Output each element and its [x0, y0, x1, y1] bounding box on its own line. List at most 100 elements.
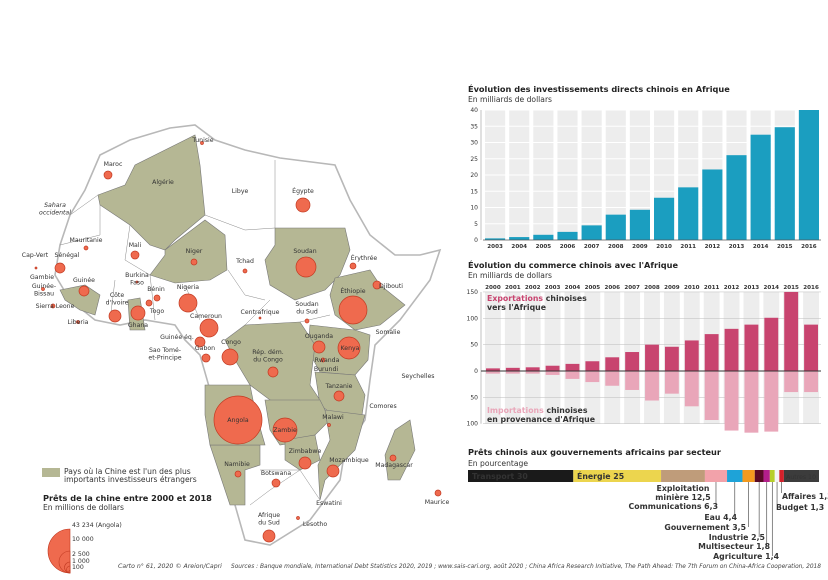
country-label: Lesotho — [303, 521, 328, 528]
imports-legend-text: chinoises — [544, 406, 588, 415]
x-tick-label: 2002 — [525, 285, 541, 291]
x-tick-label: 2001 — [505, 285, 521, 291]
country-label: Soudan — [293, 248, 316, 255]
import-bar — [804, 371, 818, 393]
export-bar — [585, 361, 600, 371]
stripe — [564, 291, 581, 424]
loan-circle — [135, 280, 139, 284]
imports-legend: Importations chinoises — [487, 406, 588, 415]
sector-label: Budget 1,3 — [776, 503, 824, 512]
sector-segment — [573, 470, 662, 482]
import-bar — [505, 371, 520, 374]
export-bar — [804, 324, 818, 371]
country-label: Burkina — [125, 272, 149, 279]
x-tick-label: 2010 — [684, 285, 700, 291]
country-label: du Congo — [253, 357, 283, 364]
bar — [654, 197, 675, 240]
country-label: Afrique — [258, 512, 280, 519]
country-label: Congo — [221, 339, 241, 346]
china-major-investor-country — [317, 409, 366, 501]
export-bar — [505, 367, 520, 371]
country-label: du Sud — [258, 520, 280, 527]
loan-circle — [326, 464, 340, 478]
country-label: Tchad — [235, 258, 254, 265]
x-tick-label: 2008 — [644, 285, 660, 291]
imports-legend-text: en provenance d'Afrique — [487, 415, 595, 424]
chart-title: Prêts chinois aux gouvernements africain… — [468, 447, 722, 457]
sector-segment — [754, 470, 764, 482]
import-bar — [525, 371, 540, 374]
loan-circle — [78, 285, 90, 297]
country-label: Comores — [369, 403, 396, 410]
country-label: Mozambique — [329, 457, 369, 464]
loan-circle — [190, 258, 198, 266]
sector-label: Autres 10 — [786, 474, 816, 481]
export-bar — [684, 340, 699, 371]
loan-circle — [145, 299, 153, 307]
x-tick-label: 2010 — [656, 244, 672, 250]
exports-legend-text: vers l'Afrique — [487, 303, 546, 312]
country-label: Rép. dém. — [252, 348, 283, 356]
credit-line: Carto n° 61, 2020 © Areion/Capri — [118, 562, 222, 570]
x-tick-label: 2003 — [487, 244, 503, 250]
loan-circle — [54, 262, 66, 274]
country-label: Togo — [149, 308, 164, 315]
y-tick-label: 0 — [474, 237, 478, 244]
bar — [702, 169, 723, 240]
country-label: Libye — [232, 188, 249, 195]
country-label: Angola — [227, 417, 249, 424]
country-label: Côte — [110, 291, 125, 299]
bar — [581, 225, 602, 240]
x-tick-label: 2012 — [724, 285, 740, 291]
loan-circle — [234, 470, 242, 478]
china-major-investor-country — [149, 219, 228, 284]
country-label: Guinée- — [32, 282, 56, 290]
loan-circle — [50, 303, 56, 309]
export-bar — [724, 328, 739, 371]
x-tick-label: 2005 — [585, 285, 601, 291]
bar — [605, 214, 626, 240]
bar — [678, 187, 699, 240]
country-label: Nigeria — [177, 284, 199, 291]
y-tick-label: 20 — [470, 172, 478, 179]
chart-subtitle: En milliards de dollars — [468, 95, 552, 104]
china-major-investor-country — [384, 419, 416, 481]
x-tick-label: 2016 — [803, 285, 819, 291]
export-bar — [744, 324, 759, 371]
country-label: Gambie — [30, 274, 54, 281]
country-label: Tunisie — [191, 137, 213, 144]
x-tick-label: 2003 — [545, 285, 561, 291]
y-tick-label: 30 — [470, 140, 478, 147]
sector-segment — [769, 470, 775, 482]
country-label: Faso — [130, 280, 144, 287]
trade-chart: Évolution du commerce chinois avec l'Afr… — [467, 259, 821, 433]
exports-legend-text: chinoises — [543, 294, 587, 303]
x-tick-label: 2015 — [777, 244, 793, 250]
loan-circle — [76, 320, 80, 324]
country-label: et-Principe — [148, 355, 181, 362]
x-tick-label: 2000 — [485, 285, 501, 291]
country-label: Eswatini — [316, 500, 342, 507]
x-tick-label: 2012 — [705, 244, 721, 250]
y-tick-label: 5 — [474, 221, 478, 228]
loan-circle — [201, 353, 211, 363]
export-bar — [565, 363, 580, 371]
loan-circle — [262, 529, 276, 543]
loan-circle — [213, 395, 263, 445]
loan-circle — [389, 454, 397, 462]
legend-circle-label: 43 234 (Angola) — [72, 522, 122, 529]
stripe — [544, 291, 561, 424]
country-label: Burundi — [314, 366, 338, 373]
country-label: Égypte — [292, 186, 314, 195]
y-tick-label: 100 — [467, 315, 479, 322]
footer: Carto n° 61, 2020 © Areion/Capri Sources … — [118, 562, 821, 570]
y-tick-label: 150 — [467, 289, 479, 296]
country-label: Liberia — [68, 319, 89, 326]
bar — [750, 134, 771, 240]
country-label: Guinée éq. — [160, 333, 194, 341]
country-label: Madagascar — [375, 462, 413, 469]
map-legend: Pays où la Chine est l'un des plusimport… — [42, 467, 212, 574]
loan-circle — [34, 266, 38, 270]
imports-legend-key: Importations — [487, 406, 544, 415]
bar — [557, 231, 578, 240]
